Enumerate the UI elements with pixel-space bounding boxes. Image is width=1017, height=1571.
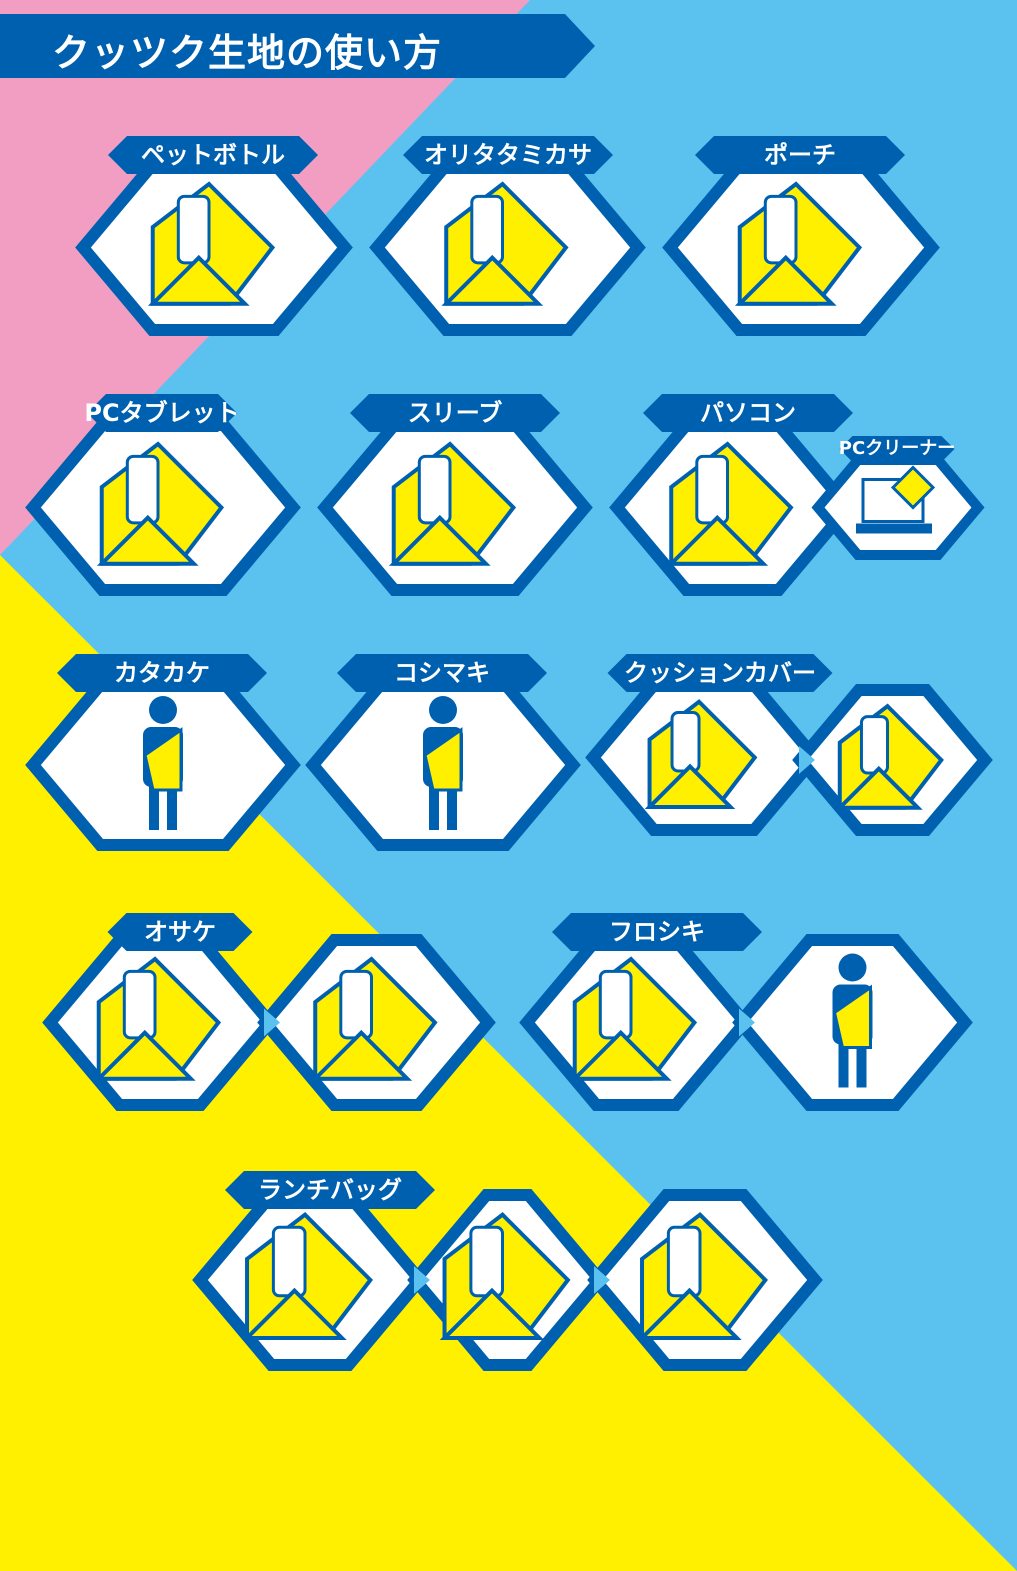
item-label: オリタタミカサ bbox=[424, 141, 592, 169]
leg bbox=[856, 1042, 867, 1088]
head bbox=[149, 696, 177, 724]
fabric-flap bbox=[388, 514, 491, 566]
fabric bbox=[832, 984, 872, 1049]
item-label: オサケ bbox=[144, 918, 216, 946]
waist-wrap-icon bbox=[423, 696, 463, 830]
furoshiki-icon bbox=[569, 956, 698, 1081]
lunch-bag-icon bbox=[439, 1212, 571, 1340]
fabric-flap bbox=[310, 1029, 413, 1081]
item-label: ポーチ bbox=[764, 141, 836, 169]
label-tab bbox=[57, 654, 267, 692]
item-label: PCクリーナー bbox=[838, 438, 956, 459]
item-label: クッションカバー bbox=[624, 659, 816, 687]
wrapped-object bbox=[122, 969, 157, 1040]
title-banner bbox=[0, 14, 595, 78]
cup-sleeve-icon bbox=[388, 441, 517, 566]
wrapped-object bbox=[763, 194, 798, 265]
folding-umbrella-icon bbox=[441, 181, 569, 306]
fabric bbox=[143, 727, 183, 792]
fabric-flap bbox=[93, 1029, 196, 1081]
head bbox=[429, 696, 457, 724]
fabric-flap bbox=[666, 514, 769, 566]
head bbox=[838, 953, 867, 982]
fabric-flap bbox=[96, 514, 199, 566]
laptop-wrap-icon bbox=[666, 441, 794, 566]
furoshiki-icon bbox=[832, 953, 873, 1088]
item-label: コシマキ bbox=[394, 659, 490, 687]
tablet-icon bbox=[96, 441, 225, 566]
laptop-keyboard bbox=[856, 523, 932, 534]
fabric-flap bbox=[834, 765, 923, 810]
wrapped-object bbox=[859, 715, 890, 775]
fabric bbox=[423, 727, 463, 792]
label-tab bbox=[350, 394, 560, 432]
wrapped-object bbox=[271, 1225, 307, 1298]
label-tab bbox=[107, 913, 253, 951]
label-tab bbox=[695, 136, 905, 174]
label-tab bbox=[403, 136, 613, 174]
arrow-icon bbox=[739, 1008, 755, 1037]
wrapped-object bbox=[125, 454, 160, 525]
item-label: PCタブレット bbox=[84, 399, 240, 427]
item-label: ランチバッグ bbox=[258, 1176, 402, 1204]
pc-cleaner-icon bbox=[856, 465, 936, 534]
leg bbox=[167, 785, 177, 830]
wrapped-object bbox=[695, 454, 729, 525]
fabric-flap bbox=[734, 254, 837, 306]
wrapped-object bbox=[339, 969, 373, 1040]
wrapped-object bbox=[470, 194, 504, 265]
label-tab bbox=[87, 394, 237, 432]
lunch-bag-icon bbox=[242, 1212, 373, 1340]
wrapped-object bbox=[417, 454, 452, 525]
arrow-icon bbox=[799, 746, 815, 774]
fabric-flap bbox=[569, 1029, 672, 1081]
wrapped-object bbox=[598, 969, 633, 1040]
pet-bottle-icon bbox=[147, 181, 276, 306]
label-tab bbox=[607, 654, 833, 692]
item-label: スリーブ bbox=[407, 399, 503, 427]
bottle-wrap-icon bbox=[310, 956, 438, 1081]
bottle-wrap-icon bbox=[93, 956, 222, 1081]
item-label: フロシキ bbox=[609, 918, 705, 946]
fabric-flap bbox=[644, 763, 736, 809]
item-label: パソコン bbox=[700, 399, 796, 427]
leg bbox=[149, 785, 159, 830]
leg bbox=[838, 1042, 849, 1088]
fabric-flap bbox=[439, 1287, 545, 1340]
wrapped-object bbox=[176, 194, 211, 265]
leg bbox=[429, 785, 439, 830]
label-tab bbox=[337, 654, 547, 692]
pouch-icon bbox=[734, 181, 863, 306]
label-tab bbox=[839, 436, 955, 462]
label-tab bbox=[643, 394, 853, 432]
wrapped-object bbox=[670, 711, 701, 773]
wrapped-object bbox=[666, 1225, 702, 1298]
arrow-icon bbox=[414, 1266, 430, 1294]
item-label: カタカケ bbox=[114, 659, 210, 687]
wrapped-object bbox=[469, 1225, 505, 1298]
fabric-flap bbox=[637, 1287, 742, 1340]
arrow-icon bbox=[594, 1266, 610, 1294]
shawl-icon bbox=[143, 696, 183, 830]
leg bbox=[447, 785, 457, 830]
cushion-cover-icon bbox=[644, 699, 758, 809]
label-tab bbox=[552, 913, 762, 951]
arrow-icon bbox=[264, 1008, 280, 1037]
label-tab bbox=[108, 136, 318, 174]
fabric-flap bbox=[147, 254, 250, 306]
fabric-flap bbox=[242, 1287, 347, 1340]
page-title: クッツク生地の使い方 bbox=[52, 31, 443, 75]
label-tab bbox=[225, 1171, 435, 1209]
lunch-bag-icon bbox=[637, 1212, 768, 1340]
item-label: ペットボトル bbox=[141, 141, 285, 169]
fabric-flap bbox=[441, 254, 544, 306]
cleaning-cloth bbox=[890, 465, 936, 510]
cushion-cover-icon bbox=[834, 703, 944, 810]
